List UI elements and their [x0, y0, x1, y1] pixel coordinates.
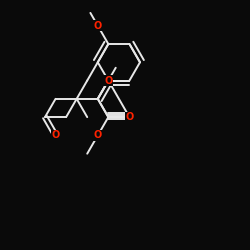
Text: O: O — [52, 130, 60, 140]
Text: O: O — [125, 112, 134, 122]
Text: O: O — [94, 130, 102, 140]
Text: O: O — [94, 21, 102, 31]
Text: O: O — [104, 76, 112, 86]
